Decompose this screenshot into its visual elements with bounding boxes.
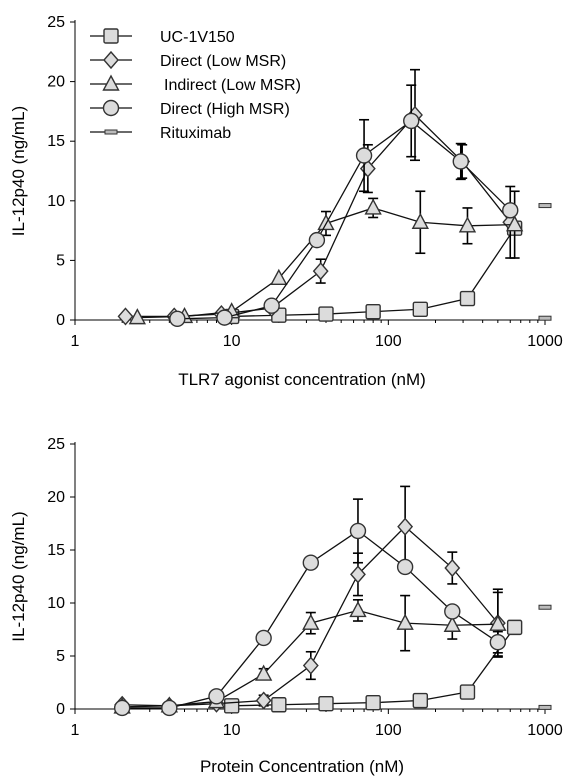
legend: UC-1V150 Direct (Low MSR) Indirect (Low MS… — [90, 28, 301, 142]
data-point-dash — [538, 604, 552, 610]
data-point-square — [459, 684, 476, 700]
data-point-square — [318, 696, 334, 712]
y-tick-label: 10 — [47, 193, 65, 210]
data-point-circle — [355, 147, 373, 164]
x-tick-label: 1000 — [527, 333, 563, 350]
series-circle — [169, 84, 519, 328]
x-axis-title: Protein Concentration (nM) — [200, 757, 404, 776]
y-tick-label: 25 — [47, 436, 65, 453]
data-point-circle — [169, 310, 186, 328]
data-point-circle — [489, 634, 507, 651]
y-tick-label: 25 — [47, 14, 65, 31]
data-point-circle — [255, 629, 272, 647]
y-tick-label: 5 — [56, 648, 65, 665]
data-point-triangle — [443, 615, 461, 632]
legend-label: Indirect (Low MSR) — [164, 77, 301, 94]
series-triangle — [113, 591, 507, 714]
x-tick-label: 100 — [375, 333, 402, 350]
y-tick-label: 15 — [47, 133, 65, 150]
legend-marker-dash — [104, 129, 118, 135]
data-point-diamond — [444, 558, 461, 578]
data-point-circle — [161, 699, 178, 717]
y-tick-label: 0 — [56, 701, 65, 718]
series-square — [223, 619, 523, 714]
data-point-square — [459, 290, 476, 307]
data-point-circle — [263, 297, 280, 314]
y-tick-label: 0 — [56, 312, 65, 329]
data-point-square — [412, 692, 429, 709]
x-tick-label: 1 — [71, 722, 80, 739]
data-point-triangle — [302, 613, 320, 630]
y-axis-title: IL-12p40 (ng/mL) — [9, 511, 28, 641]
series-dash — [538, 203, 552, 321]
data-point-diamond — [117, 307, 134, 326]
data-point-diamond — [397, 517, 414, 536]
data-point-circle — [208, 688, 225, 705]
legend-marker-triangle — [102, 74, 120, 91]
data-point-square — [365, 303, 381, 320]
series-circle — [113, 498, 507, 717]
legend-marker-circle — [102, 99, 120, 117]
data-point-circle — [302, 554, 320, 571]
x-tick-label: 1 — [71, 333, 80, 350]
y-tick-label: 15 — [47, 542, 65, 559]
data-point-diamond — [255, 691, 272, 710]
data-point-diamond — [312, 262, 329, 281]
data-point-circle — [502, 202, 519, 219]
series-dash — [538, 604, 552, 710]
chart-panel-1: 0 5 10 15 20 25 1 10 100 1000 TLR7 agonist concent… — [9, 14, 563, 389]
data-point-square — [271, 697, 287, 713]
x-tick-label: 10 — [223, 722, 241, 739]
legend-label: Direct (Low MSR) — [160, 53, 286, 70]
data-point-triangle — [254, 664, 273, 681]
data-point-dash-baseline — [538, 315, 552, 321]
data-point-triangle — [364, 198, 382, 215]
legend-label: UC-1V150 — [160, 29, 235, 46]
data-point-circle — [113, 699, 131, 717]
data-point-circle — [349, 522, 367, 540]
data-point-triangle — [411, 212, 429, 229]
chart-panel-2: 0 5 10 15 20 25 1 10 100 1000 Protein Concentratio… — [9, 436, 563, 776]
data-point-square — [506, 619, 523, 636]
y-tick-label: 20 — [47, 489, 65, 506]
data-point-square — [223, 698, 240, 714]
data-point-dash-baseline — [538, 704, 552, 710]
y-tick-label: 5 — [56, 252, 65, 269]
legend-label: Rituximab — [160, 125, 231, 142]
data-point-triangle — [349, 600, 367, 618]
data-point-dash — [538, 203, 552, 209]
data-point-triangle — [317, 213, 335, 231]
data-point-circle — [308, 231, 326, 249]
x-tick-label: 100 — [375, 722, 402, 739]
data-point-square — [412, 301, 429, 317]
data-point-diamond — [302, 656, 319, 675]
legend-label: Direct (High MSR) — [160, 101, 290, 118]
data-point-triangle — [458, 216, 477, 233]
data-point-circle — [396, 558, 414, 576]
legend-marker-diamond — [103, 50, 119, 70]
x-tick-label: 1000 — [527, 722, 563, 739]
data-point-circle — [444, 603, 461, 620]
series-line — [125, 114, 511, 318]
data-point-square — [318, 306, 334, 322]
y-axis-title: IL-12p40 (ng/mL) — [9, 106, 28, 236]
data-point-circle — [452, 153, 469, 170]
x-tick-label: 10 — [223, 333, 241, 350]
data-point-circle — [403, 112, 420, 130]
y-tick-label: 10 — [47, 595, 65, 612]
x-axis-title: TLR7 agonist concentration (nM) — [178, 370, 426, 389]
legend-marker-square — [103, 28, 119, 44]
data-point-triangle — [396, 613, 414, 630]
data-point-triangle — [270, 268, 288, 285]
y-tick-label: 20 — [47, 74, 65, 91]
data-point-triangle — [489, 614, 507, 631]
data-point-triangle — [128, 308, 147, 325]
data-point-square — [365, 694, 381, 711]
data-point-diamond — [350, 565, 366, 584]
data-point-triangle — [505, 215, 524, 232]
data-point-circle — [216, 309, 233, 326]
series-diamond — [114, 485, 506, 715]
